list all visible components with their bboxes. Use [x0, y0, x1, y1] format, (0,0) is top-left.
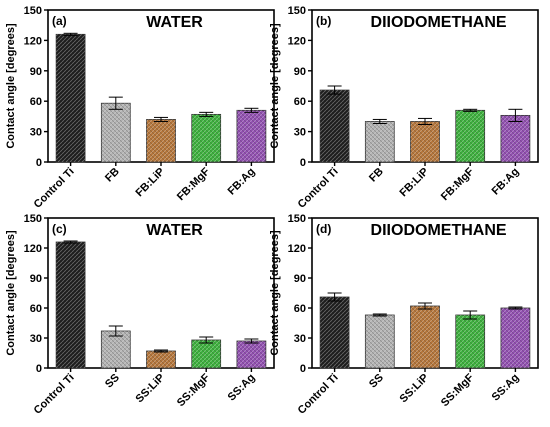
bar-hatch: [365, 121, 395, 162]
y-axis-label: Contact angle [degrees]: [269, 230, 281, 356]
y-tick-label: 120: [288, 35, 306, 47]
y-tick-label: 0: [36, 363, 42, 375]
bar-hatch: [410, 306, 440, 368]
bar-hatch: [56, 242, 86, 368]
y-tick-label: 60: [30, 96, 42, 108]
panel-title: DIIODOMETHANE: [371, 222, 507, 239]
y-tick-label: 90: [30, 273, 42, 285]
y-tick-label: 90: [294, 273, 306, 285]
bar-hatch: [146, 119, 176, 162]
x-tick-label: Control Ti: [32, 372, 77, 417]
y-tick-label: 120: [24, 35, 42, 47]
bar-hatch: [101, 331, 131, 368]
x-tick-label: Control Ti: [32, 166, 77, 211]
y-tick-label: 0: [36, 157, 42, 169]
bar-hatch: [146, 351, 176, 368]
panel-title: DIIODOMETHANE: [371, 14, 507, 31]
chart-panel-4: 0 30 60 90 120 150 Contact angle [degrees] (d) D…: [269, 213, 539, 417]
x-tick-label: SS: [367, 372, 386, 391]
x-tick-label: SS:LiP: [134, 372, 168, 406]
y-tick-label: 60: [30, 303, 42, 315]
x-tick-label: SS:MgF: [175, 371, 213, 409]
panel-label: (a): [52, 14, 67, 28]
x-tick-label: FB: [103, 166, 122, 185]
y-tick-label: 30: [30, 127, 42, 139]
y-tick-label: 0: [300, 363, 306, 375]
bar-hatch: [455, 315, 485, 368]
x-tick-label: FB: [367, 166, 386, 185]
x-tick-label: SS:MgF: [439, 371, 477, 409]
y-tick-label: 30: [294, 127, 306, 139]
y-tick-label: 30: [30, 333, 42, 345]
bar-hatch: [320, 90, 350, 162]
y-tick-label: 90: [294, 66, 306, 78]
x-tick-label: SS:Ag: [490, 372, 522, 404]
x-tick-label: Control Ti: [296, 372, 341, 417]
x-tick-label: FB:LiP: [134, 166, 168, 200]
x-tick-label: SS:LiP: [398, 372, 432, 406]
bar-hatch: [191, 340, 221, 368]
y-tick-label: 60: [294, 303, 306, 315]
chart-panel-1: 0 30 60 90 120 150 Contact angle [degrees] (a) W…: [5, 5, 275, 211]
bar-hatch: [455, 110, 485, 162]
bar-hatch: [500, 308, 530, 368]
x-tick-label: FB:Ag: [490, 166, 522, 198]
x-tick-label: SS:Ag: [226, 372, 258, 404]
panel-label: (d): [316, 222, 331, 236]
y-tick-label: 150: [288, 5, 306, 17]
y-tick-label: 0: [300, 157, 306, 169]
y-tick-label: 150: [24, 213, 42, 225]
y-tick-label: 30: [294, 333, 306, 345]
bar-hatch: [236, 341, 266, 368]
panel-title: WATER: [146, 14, 203, 31]
bar-hatch: [365, 315, 395, 368]
bar-hatch: [320, 297, 350, 368]
x-tick-label: FB:MgF: [175, 165, 213, 203]
y-axis-label: Contact angle [degrees]: [5, 230, 17, 356]
y-axis-label: Contact angle [degrees]: [269, 23, 281, 149]
y-tick-label: 90: [30, 66, 42, 78]
bar-hatch: [236, 110, 266, 162]
panel-title: WATER: [146, 222, 203, 239]
bar-hatch: [191, 114, 221, 162]
x-tick-label: Control Ti: [296, 166, 341, 211]
y-tick-label: 150: [288, 213, 306, 225]
x-tick-label: FB:MgF: [439, 165, 477, 203]
bar-hatch: [410, 121, 440, 162]
bar-hatch: [101, 103, 131, 162]
panel-label: (c): [52, 222, 67, 236]
y-tick-label: 120: [288, 243, 306, 255]
x-tick-label: SS: [103, 372, 122, 391]
chart-panel-3: 0 30 60 90 120 150 Contact angle [degrees] (c) W…: [5, 213, 275, 417]
x-tick-label: FB:Ag: [226, 166, 258, 198]
x-tick-label: FB:LiP: [398, 166, 432, 200]
y-axis-label: Contact angle [degrees]: [5, 23, 17, 149]
y-tick-label: 60: [294, 96, 306, 108]
y-tick-label: 120: [24, 243, 42, 255]
y-tick-label: 150: [24, 5, 42, 17]
bar-hatch: [56, 34, 86, 162]
bar-hatch: [500, 115, 530, 162]
chart-panel-2: 0 30 60 90 120 150 Contact angle [degrees] (b) D…: [269, 5, 539, 211]
panel-label: (b): [316, 14, 331, 28]
